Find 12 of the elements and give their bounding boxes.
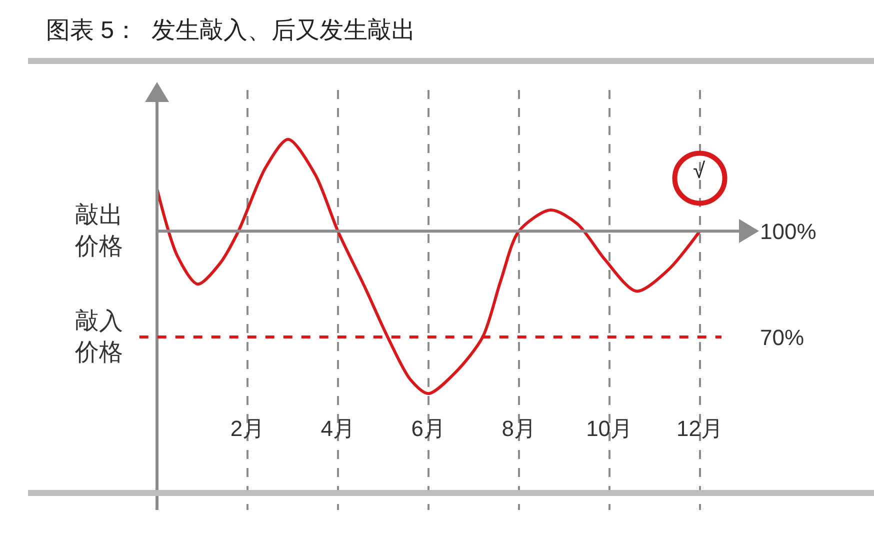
y-tick-label: 70% [760,324,804,350]
x-tick-label: 4月 [320,416,356,441]
y-tick-label: 100% [760,218,816,244]
annotation: √ [693,158,706,183]
x-tick-label: 8月 [502,416,536,441]
x-tick-label: 6月 [411,416,446,441]
x-tick-label: 2月 [230,416,265,441]
x-tick-label: 10月 [586,416,633,441]
ref-line-label: 敲出价格 [74,202,123,260]
ref-line-label: 敲入价格 [74,308,123,366]
chart-title: 图表 5： 发生敲入、后又发生敲出 [46,16,416,46]
x-tick-label: 12月 [676,416,724,441]
